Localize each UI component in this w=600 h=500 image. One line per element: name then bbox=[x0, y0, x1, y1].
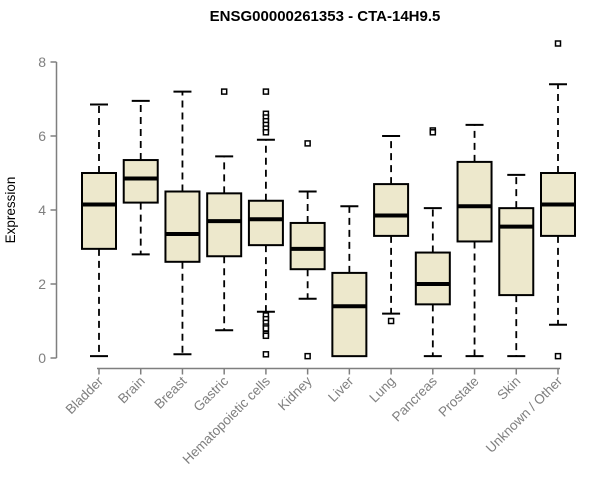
y-tick-label: 6 bbox=[38, 128, 46, 144]
outlier-point bbox=[262, 325, 270, 332]
box-group-hematopoietic-cells bbox=[247, 88, 284, 358]
x-category-label-group: Prostate bbox=[436, 374, 482, 420]
iqr-box bbox=[498, 207, 535, 297]
iqr-box bbox=[373, 183, 410, 237]
outlier-point bbox=[429, 129, 437, 136]
x-category-label-lung: Lung bbox=[366, 374, 398, 406]
x-category-label-group: Kidney bbox=[275, 373, 315, 413]
box-group-pancreas bbox=[414, 127, 451, 358]
x-category-label-group: Brain bbox=[115, 374, 148, 407]
x-category-label-kidney: Kidney bbox=[275, 373, 315, 413]
chart-title: ENSG00000261353 - CTA-14H9.5 bbox=[210, 8, 441, 25]
x-category-label-skin: Skin bbox=[494, 374, 523, 403]
x-category-label-group: Gastric bbox=[190, 373, 231, 414]
box-group-prostate bbox=[456, 123, 493, 358]
boxes-layer bbox=[81, 40, 576, 360]
iqr-box bbox=[456, 160, 493, 243]
x-category-label-pancreas: Pancreas bbox=[389, 373, 440, 424]
x-category-label-bladder: Bladder bbox=[63, 373, 107, 417]
iqr-box bbox=[122, 159, 159, 204]
outlier-point bbox=[262, 88, 270, 95]
iqr-box bbox=[206, 192, 243, 258]
x-category-label-group: Pancreas bbox=[389, 373, 440, 424]
iqr-box bbox=[414, 251, 451, 306]
y-tick-label: 2 bbox=[38, 276, 46, 292]
box-group-bladder bbox=[81, 103, 117, 358]
box-group-liver bbox=[331, 205, 368, 358]
iqr-box bbox=[81, 172, 117, 250]
x-category-label-prostate: Prostate bbox=[436, 374, 482, 420]
x-category-label-group: Liver bbox=[325, 373, 357, 405]
x-category-label-liver: Liver bbox=[325, 373, 357, 405]
x-category-label-group: Skin bbox=[494, 374, 523, 403]
outlier-point bbox=[262, 129, 270, 136]
y-tick-label: 0 bbox=[38, 350, 46, 366]
outlier-point bbox=[262, 332, 270, 340]
outlier-point bbox=[220, 88, 228, 95]
x-category-label-group: Breast bbox=[151, 373, 189, 411]
box-group-skin bbox=[498, 173, 535, 358]
y-axis-title: Expression bbox=[3, 177, 18, 244]
box-group-gastric bbox=[206, 88, 243, 332]
x-category-label-group: Unknown / Other bbox=[483, 373, 566, 456]
iqr-box bbox=[289, 221, 326, 271]
iqr-box bbox=[331, 271, 368, 358]
x-category-label-gastric: Gastric bbox=[190, 373, 231, 414]
x-category-label-breast: Breast bbox=[151, 373, 189, 411]
box-group-kidney bbox=[289, 140, 326, 360]
iqr-box bbox=[164, 190, 201, 263]
x-category-label-brain: Brain bbox=[115, 374, 148, 407]
box-group-brain bbox=[122, 99, 159, 256]
x-category-label-unknown-other: Unknown / Other bbox=[483, 373, 566, 456]
y-tick-label: 8 bbox=[38, 54, 46, 70]
outlier-point bbox=[554, 40, 562, 47]
outlier-point bbox=[304, 352, 311, 360]
outlier-point bbox=[304, 140, 311, 147]
outlier-point bbox=[262, 351, 270, 358]
x-category-label-group: Lung bbox=[366, 374, 398, 406]
outlier-point bbox=[554, 352, 562, 360]
outlier-point bbox=[387, 317, 395, 325]
box-group-breast bbox=[164, 90, 201, 356]
box-group-unknown-other bbox=[540, 40, 576, 360]
x-category-label-group: Bladder bbox=[63, 373, 107, 417]
box-group-lung bbox=[373, 135, 410, 325]
y-tick-label: 4 bbox=[38, 202, 46, 218]
iqr-box bbox=[247, 199, 284, 247]
